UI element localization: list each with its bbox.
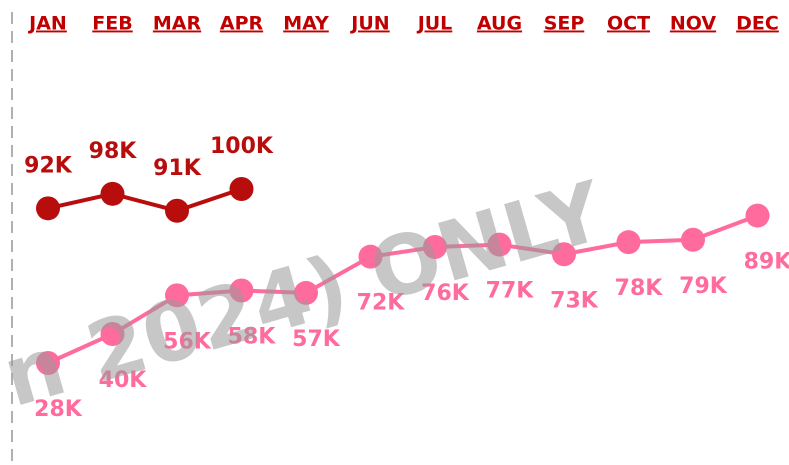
month-link[interactable]: JUL [416,13,453,35]
data-label: 77K [486,279,535,304]
month-link[interactable]: NOV [670,13,717,35]
month-link[interactable]: FEB [92,13,132,35]
data-label: 98K [89,139,138,164]
data-label: 79K [679,274,728,299]
data-point [100,322,125,346]
data-label: 92K [24,153,73,178]
data-point [423,235,447,259]
data-point [165,198,189,223]
data-label: 76K [421,281,470,306]
data-point [487,232,512,257]
data-point [36,196,60,221]
data-label: 58K [228,325,277,350]
month-link[interactable]: SEP [544,13,585,35]
plot-area: JAN FEB MAR APR MAY JUN JUL AUG SEP OCT NOV DEC 92K 9… [24,13,789,423]
data-point [100,181,125,206]
data-point [616,230,641,255]
data-label: 100K [210,134,274,159]
series-line [47,187,243,213]
data-label: 72K [357,291,406,316]
data-label: 91K [153,156,202,181]
data-label: 57K [292,327,341,352]
month-link[interactable]: OCT [607,13,650,35]
month-link[interactable]: DEC [736,13,779,35]
data-label: 89K [744,250,789,275]
data-point [358,244,383,269]
data-point [552,242,576,267]
data-point [36,351,60,375]
data-point [681,227,705,252]
data-label: 78K [615,276,664,301]
month-link[interactable]: JUN [349,13,389,35]
data-label: 73K [550,288,599,313]
data-point [229,278,254,303]
data-point [229,177,254,201]
month-link[interactable]: APR [220,13,264,35]
data-point [294,280,318,305]
month-link[interactable]: JAN [27,13,67,35]
data-point [165,283,189,308]
month-link[interactable]: MAY [283,13,329,35]
data-point [745,203,770,228]
data-label: 40K [99,368,148,393]
data-label: 56K [163,329,212,354]
data-label: 28K [34,397,83,422]
month-link[interactable]: MAR [153,13,202,35]
month-link[interactable]: AUG [477,13,522,35]
